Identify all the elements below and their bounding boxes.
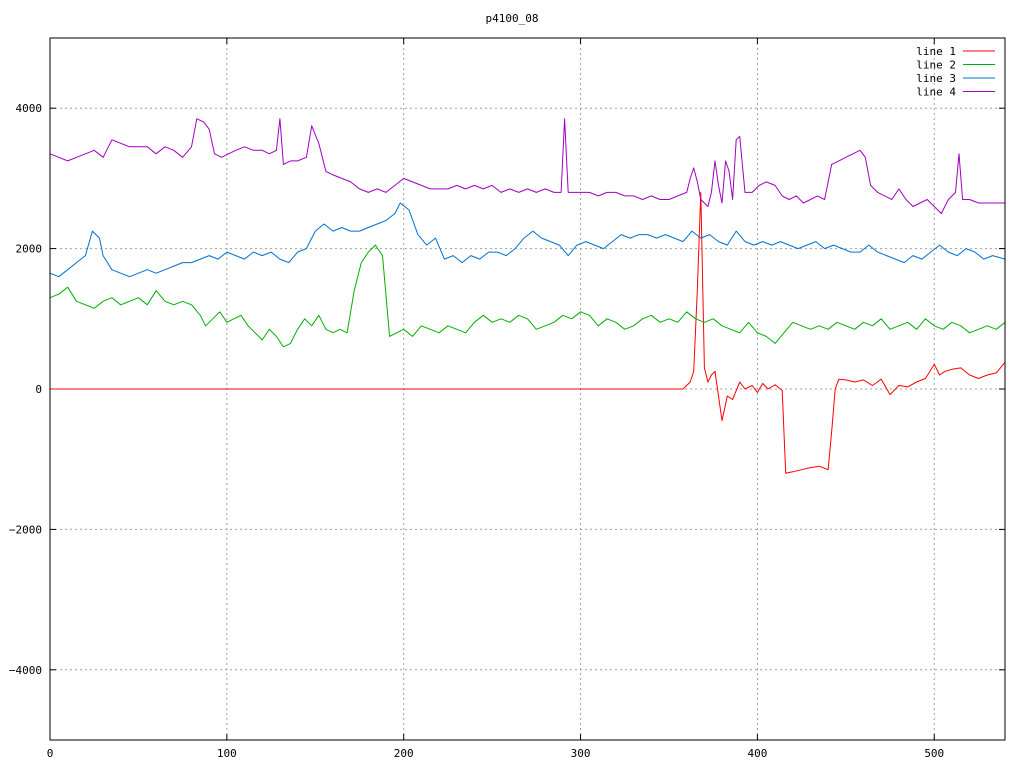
legend-label-1: line 1 xyxy=(916,45,956,58)
x-tick-label: 300 xyxy=(571,747,591,760)
chart-title: p4100_08 xyxy=(486,12,539,25)
y-tick-label: 0 xyxy=(35,383,42,396)
axis-ticks: 0 100 200 300 400 500 −4000 −2000 0 2000 4000 xyxy=(9,38,1005,760)
series-line-4 xyxy=(49,118,1005,214)
y-tick-label: 2000 xyxy=(16,243,43,256)
y-tick-label: 4000 xyxy=(16,102,43,115)
series-line-3 xyxy=(49,202,1006,278)
legend-label-2: line 2 xyxy=(916,59,956,72)
series-lines xyxy=(49,118,1006,474)
legend-label-4: line 4 xyxy=(916,86,956,99)
series-line-1 xyxy=(50,191,1006,474)
legend-label-3: line 3 xyxy=(916,72,956,85)
x-tick-label: 100 xyxy=(217,747,237,760)
grid-lines xyxy=(50,38,1005,740)
x-tick-label: 500 xyxy=(924,747,944,760)
x-tick-label: 0 xyxy=(47,747,54,760)
x-tick-label: 400 xyxy=(747,747,767,760)
y-tick-label: −2000 xyxy=(9,523,42,536)
series-line-2 xyxy=(49,244,1006,348)
x-tick-label: 200 xyxy=(394,747,414,760)
y-tick-label: −4000 xyxy=(9,664,42,677)
plot-frame xyxy=(49,37,1006,741)
